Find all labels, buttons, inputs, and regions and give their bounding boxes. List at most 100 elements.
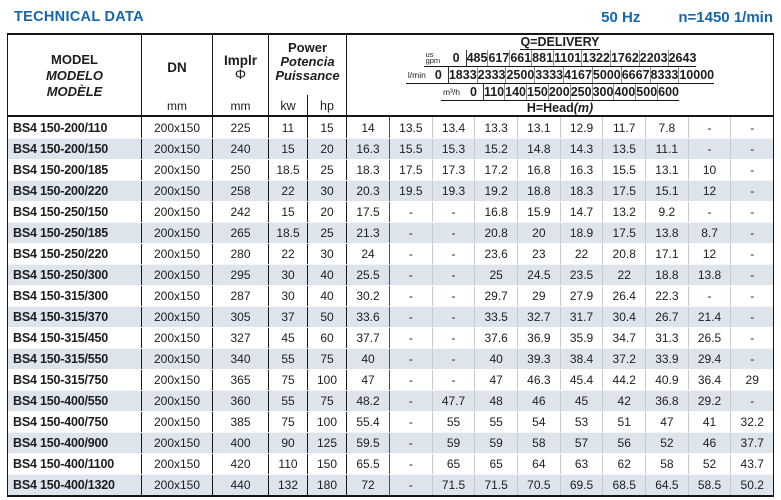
delivery-header-value: 5000 [592, 67, 622, 83]
head-value-cell: 13.2 [603, 202, 647, 222]
table-row: BS4 150-400/1320 200x150 440 132 180 72-… [8, 474, 773, 495]
head-value-cell: 47.7 [433, 391, 476, 411]
speed-label: n=1450 1/min [678, 8, 773, 26]
model-column-header: MODEL MODELO MODÈLE [8, 35, 142, 115]
model-cell: BS4 150-400/1320 [8, 475, 142, 495]
head-value-cell: 43.7 [740, 457, 764, 471]
hp-cell: 100 [308, 412, 347, 432]
head-value-cell: 15.3 [433, 139, 476, 159]
kw-cell: 22 [269, 181, 308, 201]
head-value-cell: 13.3 [475, 117, 519, 138]
head-value-cell: - [390, 328, 433, 348]
operating-conditions: 50 Hz n=1450 1/min [601, 9, 773, 26]
kw-cell: 55 [269, 391, 308, 411]
head-value-cell: - [750, 394, 755, 408]
table-row: BS4 150-250/220 200x150 280 22 30 24- -23… [8, 243, 773, 264]
head-value-cell: 16.8 [518, 160, 561, 180]
head-value-cell: 45 [561, 391, 604, 411]
head-value-cell: 31.7 [561, 307, 604, 327]
delivery-header-value: 485 [466, 50, 489, 66]
head-value-cell: 37.2 [603, 349, 647, 369]
m3h-unit-label: m³/h [442, 87, 460, 97]
head-value-cell: 46 [518, 391, 561, 411]
kw-cell: 15 [269, 139, 308, 159]
head-value-cell: 39.3 [518, 349, 561, 369]
head-value-cell: 23.6 [475, 244, 519, 264]
hp-cell: 100 [308, 370, 347, 390]
table-row: BS4 150-315/550 200x150 340 55 75 40- -40… [8, 348, 773, 369]
head-value-cell: 54 [518, 412, 561, 432]
model-cell: BS4 150-400/1100 [8, 454, 142, 474]
head-value-cell: - [433, 307, 476, 327]
head-value-cell: 32.2 [740, 415, 764, 429]
usgpm-values: 485 617 661 881 1101 1322 1762 2203 2643 [466, 50, 696, 66]
impeller-cell: 327 [213, 328, 269, 348]
head-value-cell: - [433, 223, 476, 243]
delivery-header-value: 617 [488, 50, 511, 66]
head-value-cell: - [750, 331, 755, 345]
head-value-cell: 40 [475, 349, 519, 369]
kw-cell: 30 [269, 286, 308, 306]
delivery-header-value: 400 [614, 84, 637, 100]
head-value-cell: 37.7 [740, 436, 764, 450]
head-value-cell: 13.8 [689, 265, 732, 285]
m3h-zero-value: 0 [470, 85, 477, 99]
head-value-cell: 68.5 [603, 475, 647, 495]
head-value-cell: 25.5 [347, 265, 390, 285]
head-value-cell: 53 [561, 412, 604, 432]
head-value-cell: 17.5 [603, 223, 647, 243]
delivery-header-value: 2203 [639, 50, 669, 66]
model-cell: BS4 150-250/185 [8, 223, 142, 243]
model-cell: BS4 150-250/220 [8, 244, 142, 264]
kw-cell: 45 [269, 328, 308, 348]
dn-cell: 200x150 [142, 307, 213, 327]
head-value-cell: 51 [603, 412, 647, 432]
head-value-cell: 72 [347, 475, 390, 495]
head-value-cell: - [750, 120, 755, 135]
head-value-cell: 36.8 [646, 391, 689, 411]
head-value-cell: - [750, 268, 755, 282]
head-label: H=Head [526, 101, 574, 115]
dn-cell: 200x150 [142, 160, 213, 180]
head-value-cell: 59 [475, 433, 519, 453]
head-value-cell: 37.7 [347, 328, 390, 348]
kw-cell: 75 [269, 370, 308, 390]
lmin-values: 1833 2333 2500 3333 4167 5000 6667 8333 10000 [449, 67, 714, 83]
lmin-zero-value: 0 [434, 68, 442, 82]
head-value-cell: 15.1 [646, 181, 689, 201]
head-value-cell: 11.1 [646, 139, 689, 159]
dn-cell: 200x150 [142, 181, 213, 201]
head-value-cell: 18.3 [561, 181, 604, 201]
usgpm-unit-label: us gpm [425, 49, 441, 65]
dn-cell: 200x150 [142, 202, 213, 222]
head-value-cell: 56 [603, 433, 647, 453]
hp-cell: 25 [308, 160, 347, 180]
head-value-cell: 14.3 [561, 139, 604, 159]
dn-cell: 200x150 [142, 328, 213, 348]
hp-unit-label: hp [320, 99, 334, 113]
head-value-cell: - [750, 226, 755, 240]
hp-cell: 50 [308, 307, 347, 327]
head-value-cell: 64.5 [646, 475, 689, 495]
head-value-cell: - [689, 139, 732, 159]
head-value-cell: - [390, 370, 433, 390]
head-value-cell: - [750, 184, 755, 198]
hp-cell: 20 [308, 202, 347, 222]
head-value-cell: 65 [433, 454, 476, 474]
table-row: BS4 150-200/220 200x150 258 22 30 20.3 19… [8, 180, 773, 201]
model-label-es: MODELO [45, 67, 104, 83]
head-value-cell: 22 [561, 244, 604, 264]
dn-cell: 200x150 [142, 223, 213, 243]
kw-cell: 110 [269, 454, 308, 474]
head-value-cell: 29 [745, 373, 759, 387]
impeller-cell: 242 [213, 202, 269, 222]
hp-cell: 60 [308, 328, 347, 348]
impeller-cell: 265 [213, 223, 269, 243]
impeller-cell: 400 [213, 433, 269, 453]
page-title: TECHNICAL DATA [14, 9, 144, 25]
head-value-cell: 42 [603, 391, 647, 411]
kw-cell: 22 [269, 244, 308, 264]
head-value-cell: 14.8 [518, 139, 561, 159]
head-value-cell: 62 [603, 454, 647, 474]
head-value-cell: 17.5 [603, 181, 647, 201]
